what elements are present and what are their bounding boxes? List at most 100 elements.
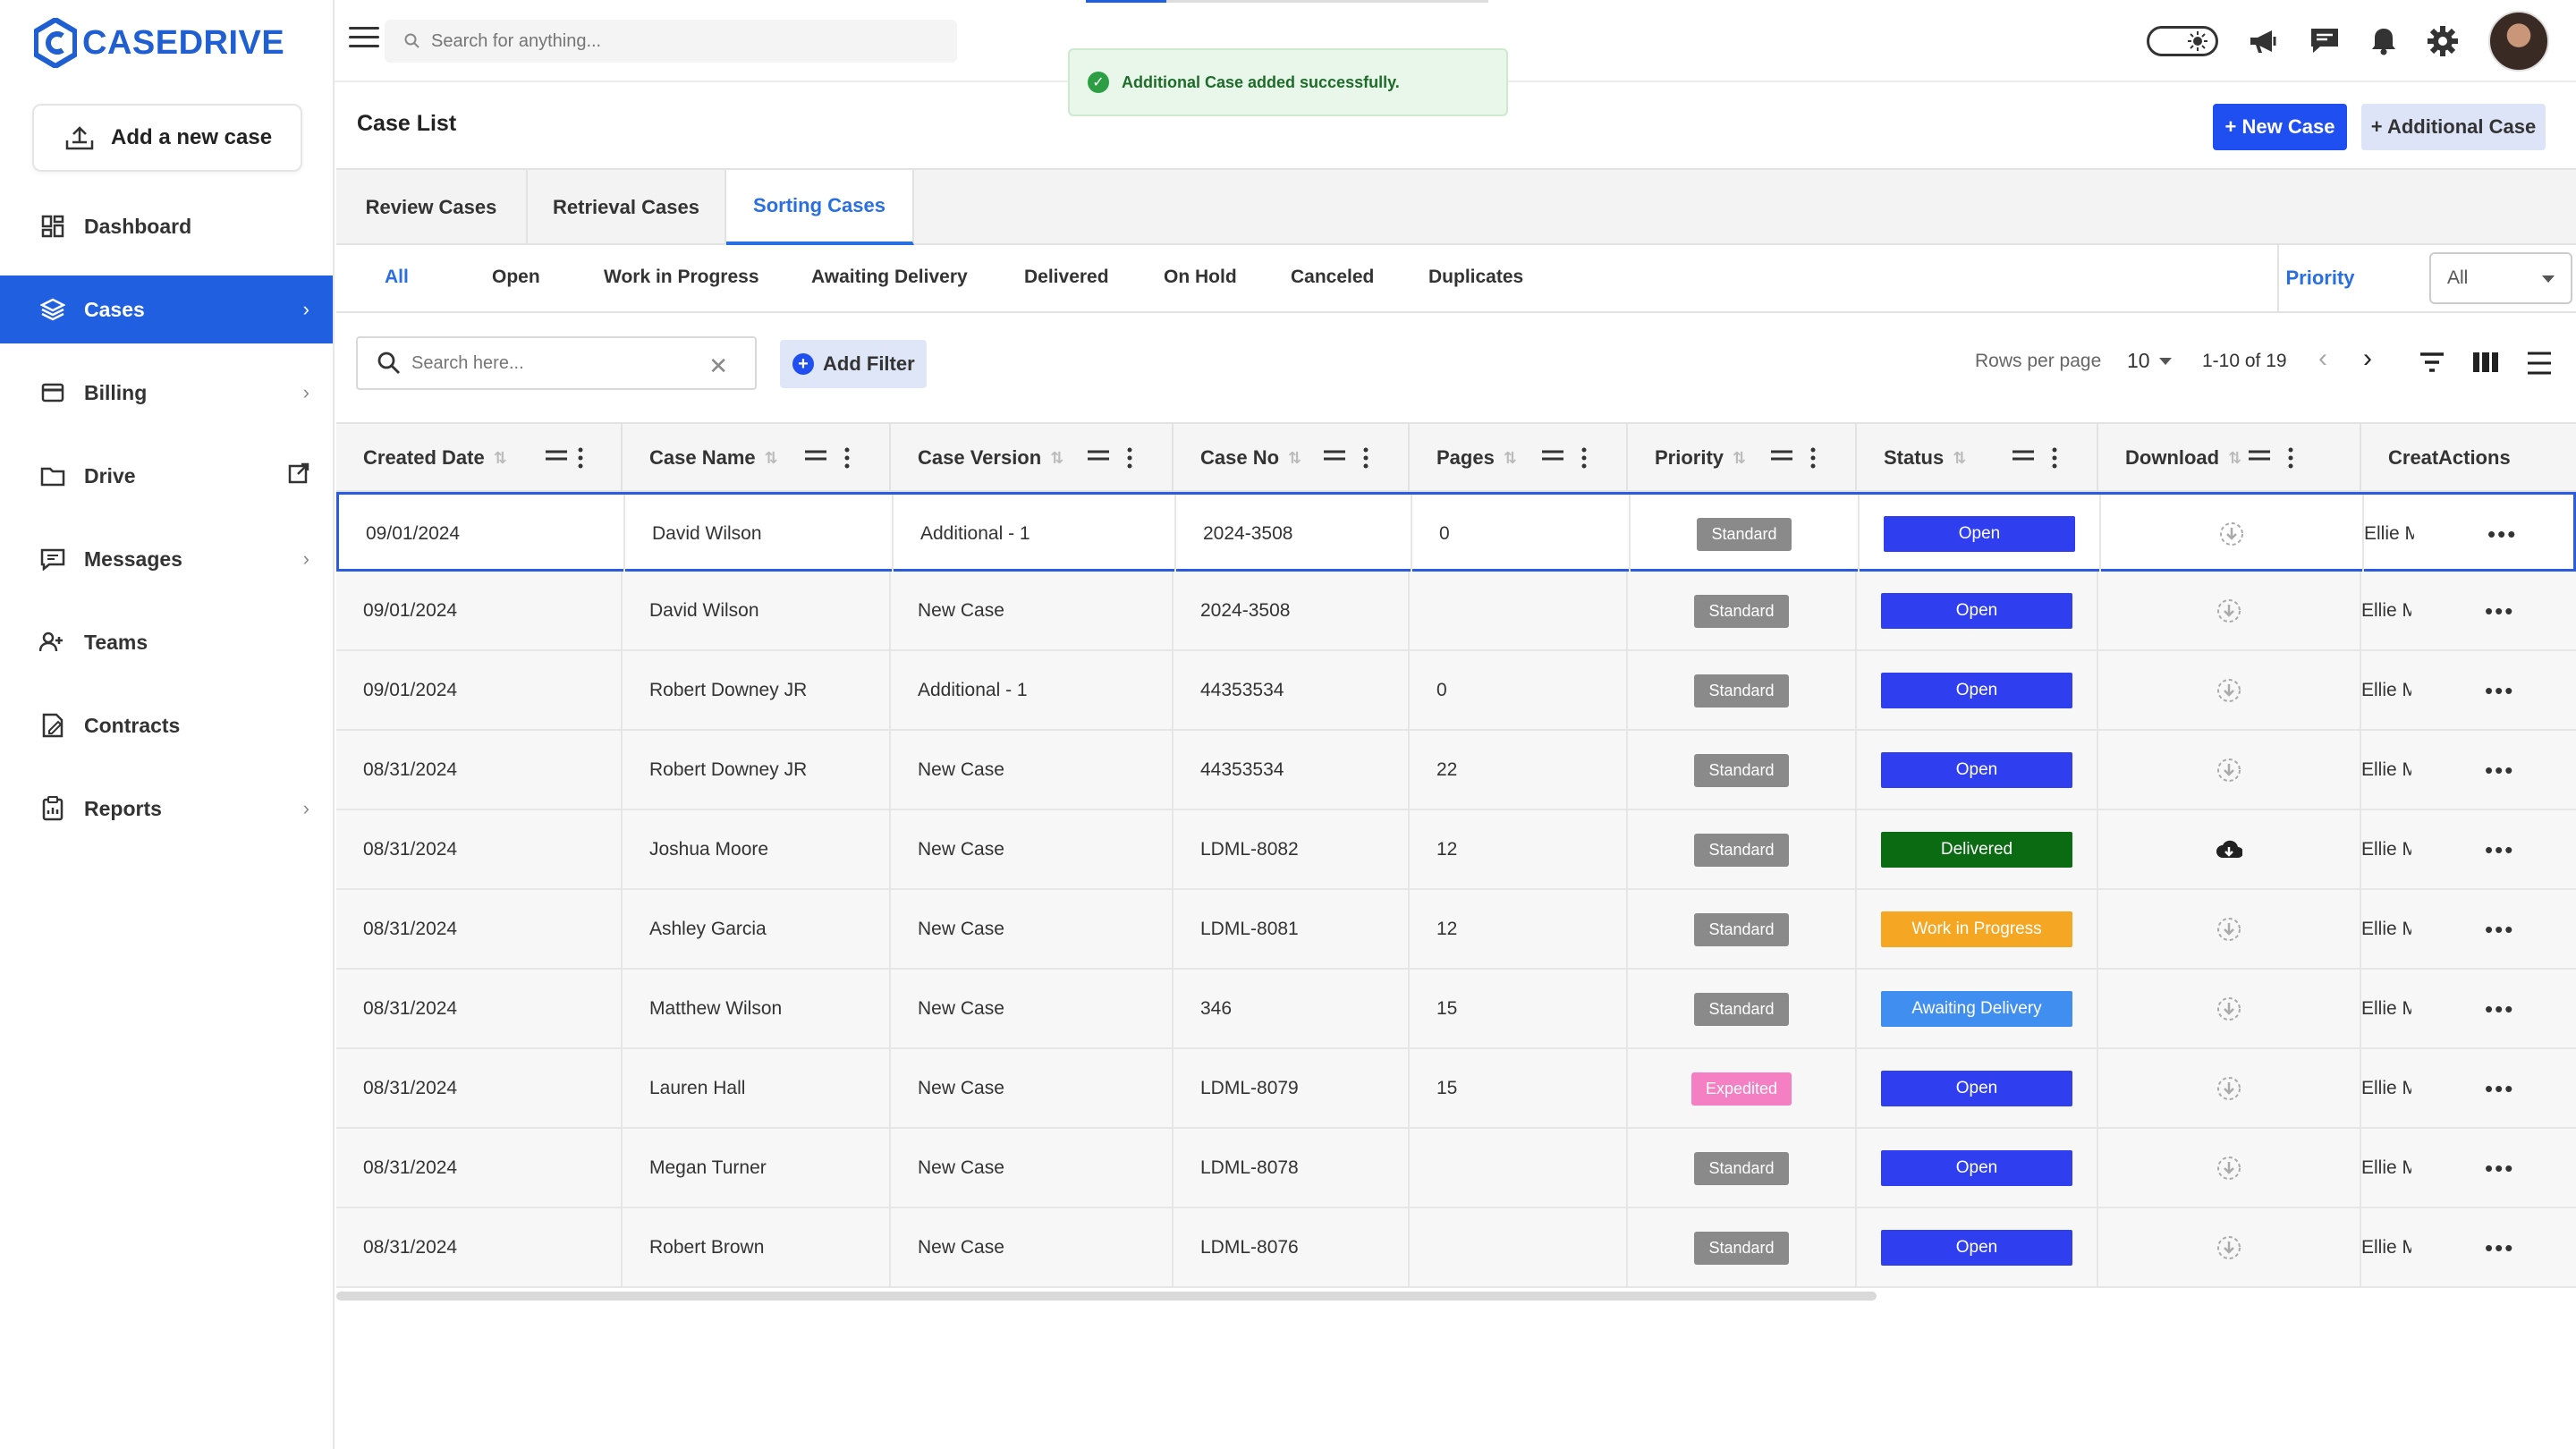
sidebar-item-teams[interactable]: Teams (0, 608, 333, 676)
global-search[interactable] (385, 20, 957, 63)
column-header-status[interactable]: Status ⇅ (1857, 424, 2098, 492)
status-filter-awaiting-delivery[interactable]: Awaiting Delivery (811, 267, 968, 287)
table-row[interactable]: 08/31/2024 Joshua Moore New Case LDML-8082 1… (336, 810, 2576, 890)
tab-review-cases[interactable]: Review Cases (336, 170, 528, 245)
sort-icon[interactable]: ⇅ (493, 448, 507, 467)
status-filter-open[interactable]: Open (492, 267, 540, 287)
status-filter-delivered[interactable]: Delivered (1024, 267, 1109, 287)
more-actions-icon[interactable]: ••• (2485, 597, 2515, 624)
download-pending-icon[interactable] (2216, 916, 2242, 943)
external-link-icon[interactable] (288, 462, 309, 489)
more-actions-icon[interactable]: ••• (2487, 520, 2518, 547)
megaphone-icon[interactable] (2249, 28, 2279, 55)
hamburger-menu-icon[interactable] (349, 27, 379, 54)
kebab-menu-icon[interactable] (1363, 447, 1368, 469)
drag-handle-icon[interactable] (1771, 449, 1792, 462)
drag-handle-icon[interactable] (2249, 449, 2270, 462)
density-icon[interactable] (2526, 351, 2553, 376)
column-header-creator[interactable]: Creat (2361, 424, 2442, 492)
kebab-menu-icon[interactable] (1810, 447, 1816, 469)
sidebar-item-messages[interactable]: Messages › (0, 525, 333, 593)
table-row[interactable]: 09/01/2024 Robert Downey JR Additional - 1… (336, 651, 2576, 731)
column-header-download[interactable]: Download ⇅ (2098, 424, 2361, 492)
tab-retrieval-cases[interactable]: Retrieval Cases (528, 170, 726, 245)
close-icon[interactable]: ✕ (708, 352, 728, 379)
column-header-priority[interactable]: Priority ⇅ (1628, 424, 1857, 492)
table-search[interactable]: ✕ (356, 336, 757, 390)
column-header-pages[interactable]: Pages ⇅ (1410, 424, 1628, 492)
more-actions-icon[interactable]: ••• (2485, 1074, 2515, 1102)
more-actions-icon[interactable]: ••• (2485, 915, 2515, 943)
drag-handle-icon[interactable] (2012, 449, 2034, 462)
table-row[interactable]: 08/31/2024 Robert Brown New Case LDML-8076 S… (336, 1208, 2576, 1288)
sort-icon[interactable]: ⇅ (1503, 448, 1517, 467)
drag-handle-icon[interactable] (1088, 449, 1109, 462)
more-actions-icon[interactable]: ••• (2485, 676, 2515, 704)
table-row[interactable]: 09/01/2024 David Wilson New Case 2024-3508 S… (336, 572, 2576, 651)
kebab-menu-icon[interactable] (1581, 447, 1587, 469)
table-row[interactable]: 09/01/2024 David Wilson Additional - 1 2024… (336, 492, 2576, 573)
table-search-input[interactable] (411, 352, 698, 374)
kebab-menu-icon[interactable] (2052, 447, 2057, 469)
add-filter-button[interactable]: + Add Filter (780, 340, 927, 388)
column-header-created-date[interactable]: Created Date ⇅ (336, 424, 623, 492)
sort-icon[interactable]: ⇅ (764, 448, 778, 467)
sidebar-item-contracts[interactable]: Contracts (0, 691, 333, 759)
global-search-input[interactable] (431, 30, 932, 52)
status-filter-on-hold[interactable]: On Hold (1164, 267, 1237, 287)
user-avatar[interactable] (2488, 11, 2549, 72)
download-pending-icon[interactable] (2216, 1155, 2242, 1182)
logo[interactable]: CASEDRIVE (34, 16, 284, 70)
new-case-button[interactable]: + New Case (2213, 104, 2347, 150)
column-header-case-no[interactable]: Case No ⇅ (1174, 424, 1410, 492)
status-filter-all[interactable]: All (385, 267, 409, 287)
drag-handle-icon[interactable] (1324, 449, 1345, 462)
table-row[interactable]: 08/31/2024 Matthew Wilson New Case 346 15 Sta… (336, 970, 2576, 1049)
columns-icon[interactable] (2472, 351, 2499, 374)
cloud-download-icon[interactable] (2216, 836, 2242, 863)
sidebar-item-cases[interactable]: Cases › (0, 275, 333, 343)
sort-icon[interactable]: ⇅ (1953, 448, 1967, 467)
theme-toggle[interactable] (2147, 26, 2218, 56)
more-actions-icon[interactable]: ••• (2485, 1233, 2515, 1261)
gear-icon[interactable] (2428, 26, 2458, 56)
kebab-menu-icon[interactable] (2288, 447, 2293, 469)
table-row[interactable]: 08/31/2024 Robert Downey JR New Case 443535… (336, 731, 2576, 810)
status-filter-work-in-progress[interactable]: Work in Progress (604, 267, 759, 287)
chevron-left-icon[interactable]: ‹ (2318, 343, 2327, 373)
sidebar-item-dashboard[interactable]: Dashboard (0, 192, 333, 260)
kebab-menu-icon[interactable] (578, 447, 583, 469)
tab-sorting-cases[interactable]: Sorting Cases (726, 170, 914, 245)
download-pending-icon[interactable] (2216, 1075, 2242, 1102)
sidebar-item-drive[interactable]: Drive (0, 442, 333, 510)
drag-handle-icon[interactable] (546, 449, 567, 462)
horizontal-scrollbar[interactable] (336, 1292, 1877, 1301)
bell-icon[interactable] (2370, 27, 2397, 55)
download-pending-icon[interactable] (2216, 1234, 2242, 1261)
table-row[interactable]: 08/31/2024 Megan Turner New Case LDML-8078 S… (336, 1129, 2576, 1208)
filter-lines-icon[interactable] (2419, 351, 2445, 374)
more-actions-icon[interactable]: ••• (2485, 835, 2515, 863)
status-filter-duplicates[interactable]: Duplicates (1428, 267, 1524, 287)
sidebar-item-billing[interactable]: Billing › (0, 359, 333, 427)
download-pending-icon[interactable] (2216, 996, 2242, 1022)
kebab-menu-icon[interactable] (844, 447, 850, 469)
additional-case-button[interactable]: + Additional Case (2361, 104, 2546, 150)
more-actions-icon[interactable]: ••• (2485, 756, 2515, 784)
kebab-menu-icon[interactable] (1127, 447, 1132, 469)
table-row[interactable]: 08/31/2024 Ashley Garcia New Case LDML-8081… (336, 890, 2576, 970)
download-pending-icon[interactable] (2216, 597, 2242, 624)
chevron-right-icon[interactable]: › (2363, 343, 2372, 373)
download-pending-icon[interactable] (2216, 677, 2242, 704)
sort-icon[interactable]: ⇅ (2228, 448, 2242, 467)
add-new-case-button[interactable]: Add a new case (32, 104, 302, 172)
rows-per-page-select[interactable]: 10 (2127, 349, 2172, 373)
drag-handle-icon[interactable] (805, 449, 826, 462)
sort-icon[interactable]: ⇅ (1288, 448, 1302, 467)
priority-select[interactable]: All (2429, 252, 2572, 304)
download-pending-icon[interactable] (2218, 521, 2245, 547)
more-actions-icon[interactable]: ••• (2485, 1154, 2515, 1182)
drag-handle-icon[interactable] (1542, 449, 1563, 462)
column-header-case-name[interactable]: Case Name ⇅ (623, 424, 891, 492)
table-row[interactable]: 08/31/2024 Lauren Hall New Case LDML-8079 15… (336, 1049, 2576, 1129)
